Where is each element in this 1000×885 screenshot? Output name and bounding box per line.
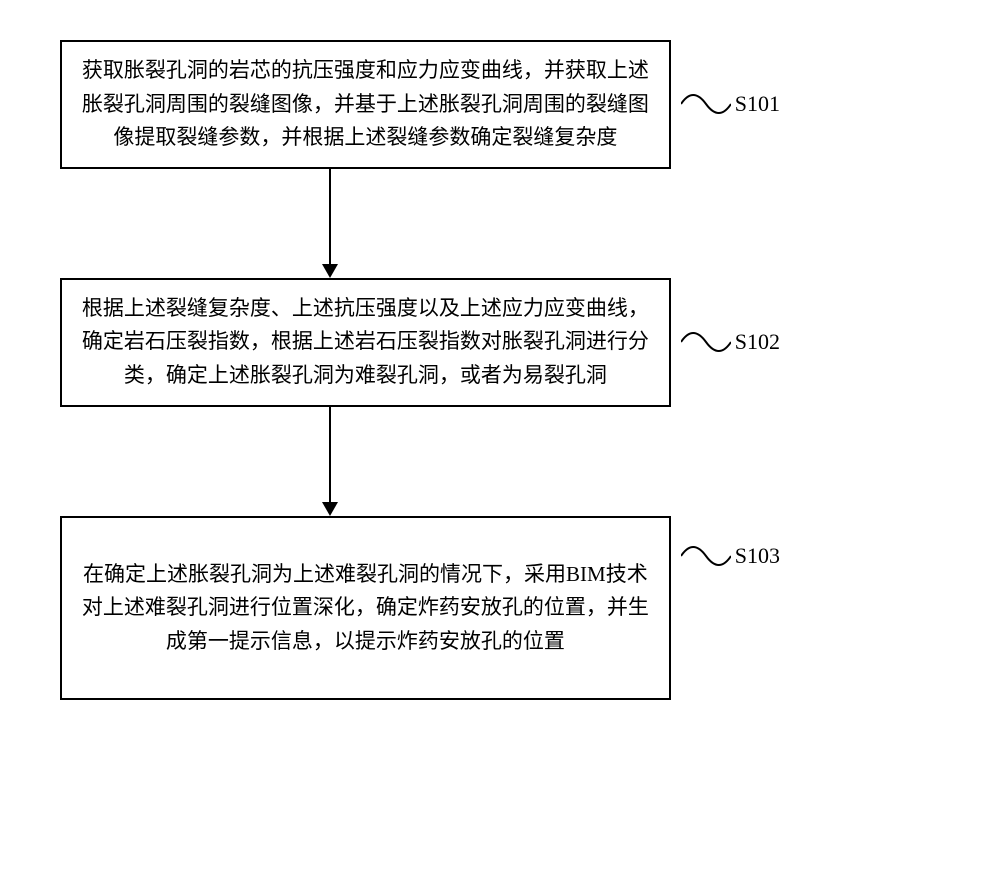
node-label-wrap: S102 (681, 322, 780, 362)
node-label-wrap: S103 (681, 536, 780, 576)
flowchart-row: 获取胀裂孔洞的岩芯的抗压强度和应力应变曲线，并获取上述胀裂孔洞周围的裂缝图像，并… (60, 40, 780, 169)
flowchart-arrow (322, 169, 338, 278)
node-label: S101 (735, 91, 780, 117)
connector-curve-icon (681, 84, 731, 124)
node-label-wrap: S101 (681, 84, 780, 124)
connector-curve-icon (681, 322, 731, 362)
flowchart-node-s103: 在确定上述胀裂孔洞为上述难裂孔洞的情况下，采用BIM技术对上述难裂孔洞进行位置深… (60, 516, 671, 701)
flowchart-container: 获取胀裂孔洞的岩芯的抗压强度和应力应变曲线，并获取上述胀裂孔洞周围的裂缝图像，并… (60, 40, 780, 700)
arrow-line (329, 169, 331, 264)
flowchart-node-s101: 获取胀裂孔洞的岩芯的抗压强度和应力应变曲线，并获取上述胀裂孔洞周围的裂缝图像，并… (60, 40, 671, 169)
flowchart-node-s102: 根据上述裂缝复杂度、上述抗压强度以及上述应力应变曲线，确定岩石压裂指数，根据上述… (60, 278, 671, 407)
flowchart-arrow (322, 407, 338, 516)
node-label: S102 (735, 329, 780, 355)
connector-curve-icon (681, 536, 731, 576)
flowchart-row: 在确定上述胀裂孔洞为上述难裂孔洞的情况下，采用BIM技术对上述难裂孔洞进行位置深… (60, 516, 780, 701)
node-label: S103 (735, 543, 780, 569)
flowchart-row: 根据上述裂缝复杂度、上述抗压强度以及上述应力应变曲线，确定岩石压裂指数，根据上述… (60, 278, 780, 407)
arrow-line (329, 407, 331, 502)
arrow-head-icon (322, 502, 338, 516)
arrow-head-icon (322, 264, 338, 278)
